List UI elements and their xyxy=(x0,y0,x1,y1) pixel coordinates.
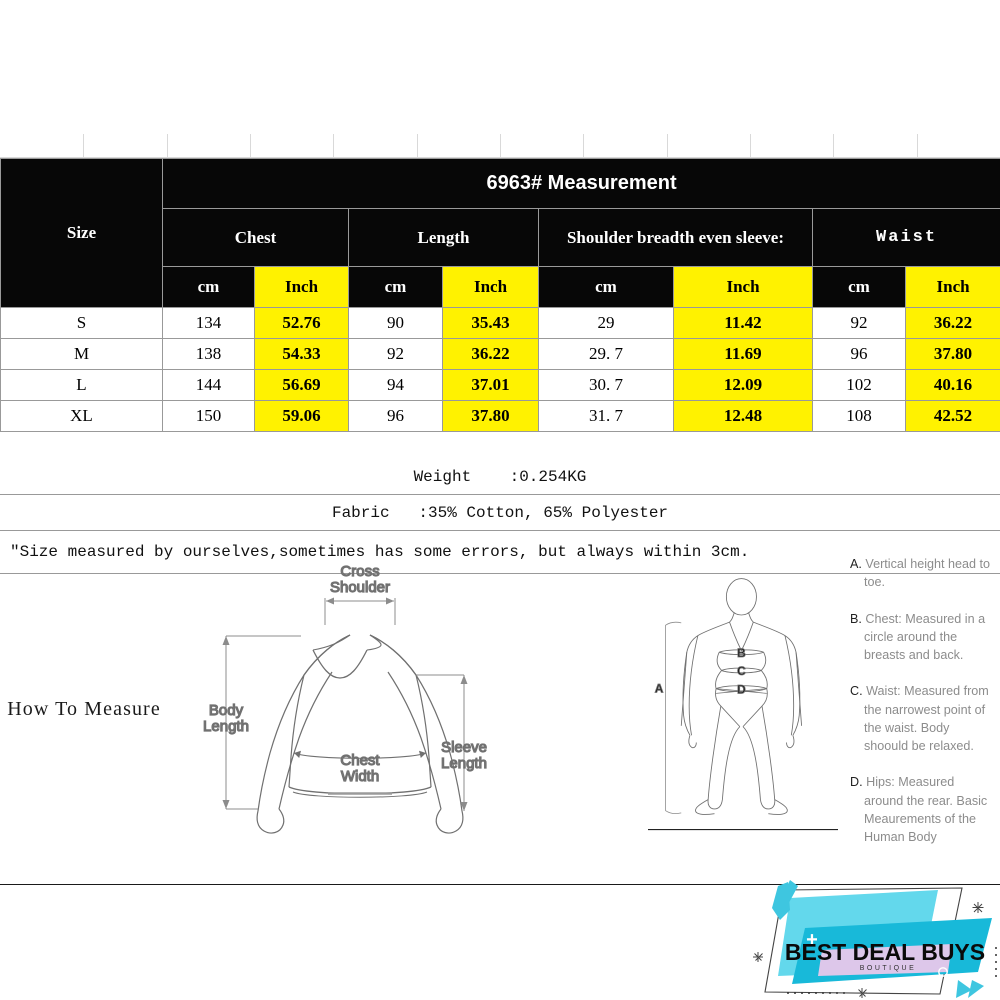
svg-text:Length: Length xyxy=(203,718,249,735)
svg-text:Cross: Cross xyxy=(340,563,379,580)
svg-text:B: B xyxy=(737,646,746,660)
svg-text:D: D xyxy=(737,682,746,696)
svg-text:A: A xyxy=(655,682,664,696)
svg-text:C: C xyxy=(737,664,746,678)
svg-text:Length: Length xyxy=(441,755,487,772)
svg-text:Width: Width xyxy=(341,768,379,785)
svg-text:BEST DEAL BUYS: BEST DEAL BUYS xyxy=(785,939,985,965)
svg-text:Chest: Chest xyxy=(340,752,380,769)
svg-text:BOUTIQUE: BOUTIQUE xyxy=(860,965,917,972)
svg-text:Sleeve: Sleeve xyxy=(441,739,487,756)
svg-text:Shoulder: Shoulder xyxy=(330,579,390,596)
svg-text:Body: Body xyxy=(209,702,244,719)
